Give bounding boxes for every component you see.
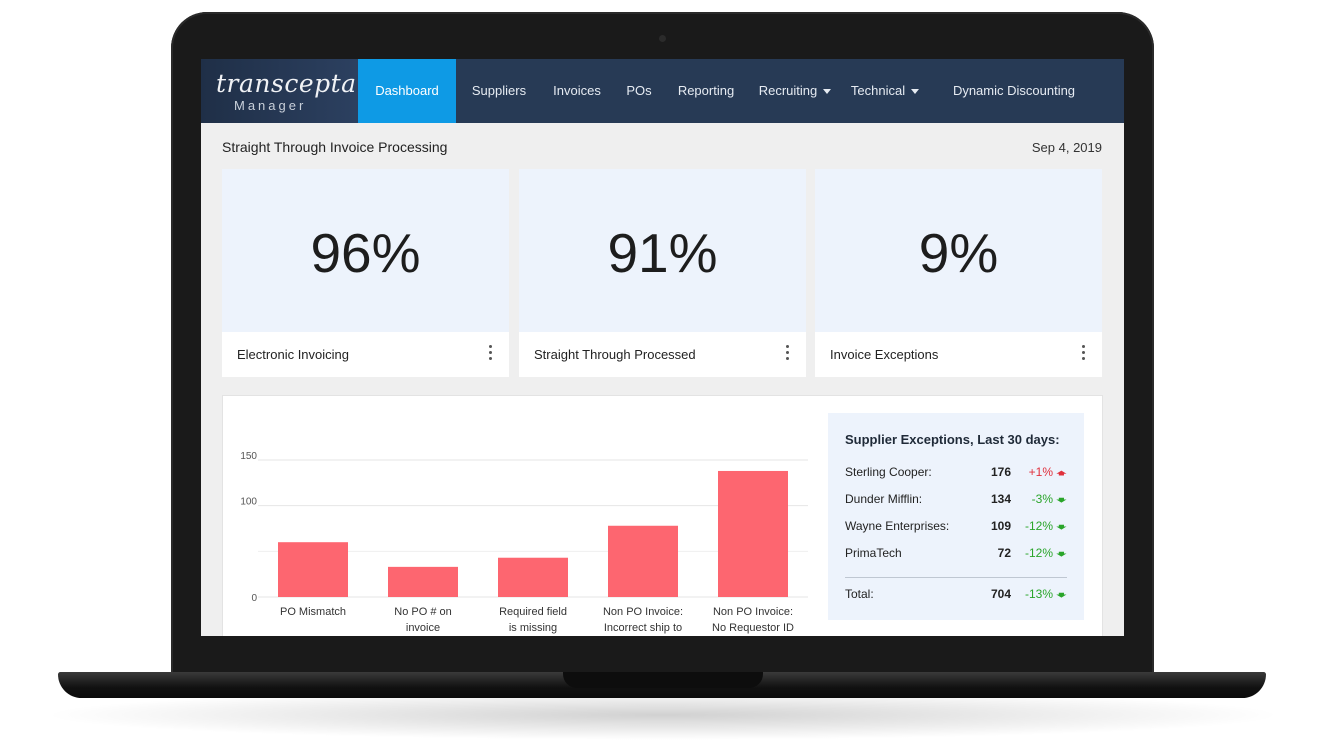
- arrow-down-icon: 🡃: [1055, 549, 1067, 561]
- exceptions-bar-chart: 0 100 150 PO Mismatch No PO # on invoice Requi…: [240, 451, 808, 634]
- x-tick-label: Required field: [499, 606, 567, 618]
- supplier-name: PrimaTech: [845, 546, 902, 560]
- metric-value: 9%: [918, 222, 999, 284]
- nav-reporting[interactable]: Reporting: [670, 59, 742, 123]
- metric-area: [519, 169, 806, 332]
- page-date: Sep 4, 2019: [1031, 140, 1102, 155]
- kebab-menu-icon[interactable]: [1082, 345, 1086, 361]
- total-change: -13%: [1024, 587, 1053, 601]
- nav-pos[interactable]: POs: [620, 59, 658, 123]
- chart-panel: 0 100 150 PO Mismatch No PO # on invoice Requi…: [222, 395, 1103, 636]
- exception-change: -12%: [1024, 519, 1053, 533]
- nav-invoices[interactable]: Invoices: [546, 59, 608, 123]
- metric-area: [222, 169, 509, 332]
- metric-card-electronic-invoicing: 96% Electronic Invoicing: [222, 169, 509, 377]
- metric-label: Straight Through Processed: [534, 347, 696, 362]
- y-tick-label: 100: [240, 497, 257, 508]
- divider: [845, 577, 1067, 578]
- x-tick-label: PO Mismatch: [280, 606, 346, 618]
- exception-count: 176: [990, 465, 1011, 479]
- laptop-notch: [563, 672, 763, 688]
- metric-area: [815, 169, 1102, 332]
- arrow-down-icon: 🡃: [1055, 590, 1067, 602]
- metric-value: 91%: [607, 222, 718, 284]
- total-count: 704: [990, 587, 1011, 601]
- nav-label: Technical: [850, 83, 906, 98]
- x-tick-label: Incorrect ship to: [604, 622, 682, 634]
- nav-recruiting[interactable]: Recruiting: [754, 59, 836, 123]
- app-screen: transcepta Manager Dashboard Suppliers I…: [201, 59, 1124, 636]
- bar: [608, 525, 678, 597]
- supplier-exceptions-panel: Supplier Exceptions, Last 30 days: Sterl…: [828, 413, 1084, 620]
- metric-label: Invoice Exceptions: [830, 347, 939, 362]
- nav-dynamic-discounting[interactable]: Dynamic Discounting: [943, 59, 1085, 123]
- supplier-name: Sterling Cooper:: [845, 465, 932, 479]
- nav-label: Invoices: [553, 83, 601, 98]
- x-tick-label: No Requestor ID: [712, 622, 794, 634]
- metric-value: 96%: [310, 222, 421, 284]
- arrow-down-icon: 🡃: [1055, 495, 1067, 507]
- arrow-down-icon: 🡃: [1055, 522, 1067, 534]
- exception-count: 109: [990, 519, 1011, 533]
- exceptions-title: Supplier Exceptions, Last 30 days:: [845, 432, 1060, 447]
- exception-count: 72: [997, 546, 1011, 560]
- x-tick-label: Non PO Invoice:: [603, 606, 683, 618]
- page-title: Straight Through Invoice Processing: [222, 139, 448, 155]
- bar: [498, 557, 568, 597]
- x-tick-label: invoice: [406, 622, 440, 634]
- x-tick-label: No PO # on: [394, 606, 451, 618]
- brand-name: transcepta: [216, 69, 357, 98]
- exception-change: -3%: [1031, 492, 1053, 506]
- arrow-up-icon: 🡁: [1055, 468, 1067, 480]
- supplier-name: Dunder Mifflin:: [845, 492, 923, 506]
- nav-label: Suppliers: [471, 83, 527, 98]
- metric-card-straight-through: 91% Straight Through Processed: [519, 169, 806, 377]
- exception-count: 134: [990, 492, 1011, 506]
- nav-label: Recruiting: [758, 83, 818, 98]
- nav-technical[interactable]: Technical: [847, 59, 923, 123]
- bar: [388, 566, 458, 597]
- metric-label: Electronic Invoicing: [237, 347, 349, 362]
- exception-row: Dunder Mifflin: 134 -3% 🡃: [845, 492, 1067, 510]
- exception-change: -12%: [1024, 546, 1053, 560]
- brand-sub: Manager: [234, 98, 307, 113]
- x-tick-label: Non PO Invoice:: [713, 606, 793, 618]
- x-tick-label: is missing: [509, 622, 557, 634]
- nav-suppliers[interactable]: Suppliers: [463, 59, 535, 123]
- bar: [718, 470, 788, 597]
- caret-down-icon: [911, 89, 920, 95]
- caret-down-icon: [823, 89, 832, 95]
- nav-label: Reporting: [677, 83, 735, 98]
- y-tick-label: 0: [251, 593, 257, 604]
- laptop-shadow: [40, 690, 1286, 740]
- exception-total-row: Total: 704 -13% 🡃: [845, 587, 1067, 605]
- total-label: Total:: [845, 587, 874, 601]
- exception-change: +1%: [1028, 465, 1053, 479]
- exception-row: PrimaTech 72 -12% 🡃: [845, 546, 1067, 564]
- nav-label: POs: [626, 83, 652, 98]
- nav-label: Dynamic Discounting: [952, 83, 1076, 98]
- webcam: [659, 35, 666, 42]
- metric-card-invoice-exceptions: 9% Invoice Exceptions: [815, 169, 1102, 377]
- exception-row: Wayne Enterprises: 109 -12% 🡃: [845, 519, 1067, 537]
- kebab-menu-icon[interactable]: [489, 345, 493, 361]
- nav-dashboard[interactable]: Dashboard: [358, 59, 456, 123]
- bar: [278, 542, 348, 597]
- y-tick-label: 150: [240, 451, 257, 462]
- nav-label: Dashboard: [375, 83, 439, 98]
- supplier-name: Wayne Enterprises:: [845, 519, 950, 533]
- exception-row: Sterling Cooper: 176 +1% 🡁: [845, 465, 1067, 483]
- brand-logo[interactable]: transcepta Manager: [201, 59, 358, 123]
- top-navigation: transcepta Manager Dashboard Suppliers I…: [201, 59, 1124, 123]
- kebab-menu-icon[interactable]: [786, 345, 790, 361]
